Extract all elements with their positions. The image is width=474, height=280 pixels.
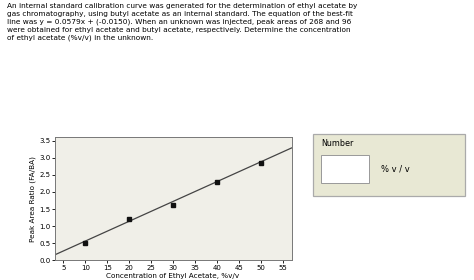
Text: Number: Number bbox=[321, 139, 354, 148]
X-axis label: Concentration of Ethyl Acetate, %v/v: Concentration of Ethyl Acetate, %v/v bbox=[107, 273, 239, 279]
Text: % v / v: % v / v bbox=[381, 165, 410, 174]
Text: An internal standard calibration curve was generated for the determination of et: An internal standard calibration curve w… bbox=[7, 3, 357, 41]
Y-axis label: Peak Area Ratio (FA/BA): Peak Area Ratio (FA/BA) bbox=[30, 156, 36, 242]
